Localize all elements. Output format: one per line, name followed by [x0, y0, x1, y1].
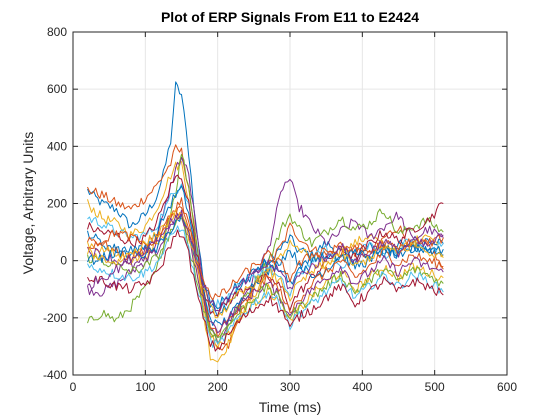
y-axis-label: Voltage, Arbitrary Units — [20, 132, 36, 274]
erp-signal-line — [87, 212, 444, 319]
x-tick-label: 600 — [497, 380, 517, 394]
x-tick-label: 0 — [70, 380, 77, 394]
y-tick-label: 200 — [47, 197, 67, 211]
erp-signal-line — [87, 206, 444, 301]
y-tick-label: -200 — [43, 311, 67, 325]
y-tick-label: 600 — [47, 82, 67, 96]
y-tick-label: 0 — [60, 254, 67, 268]
erp-signal-line — [87, 209, 444, 334]
y-tick-label: -400 — [43, 368, 67, 382]
erp-signal-line — [87, 217, 444, 338]
signal-lines — [87, 81, 444, 363]
x-tick-label: 300 — [280, 380, 300, 394]
erp-signal-line — [87, 213, 444, 312]
chart-title: Plot of ERP Signals From E11 to E2424 — [161, 9, 419, 25]
y-tick-label: 800 — [47, 25, 67, 39]
erp-signal-line — [87, 174, 444, 317]
tick-labels: 0 100 200 300 400 500 600 -400 -200 0 200 400 600 800 — [43, 25, 517, 394]
erp-signal-line — [87, 225, 444, 348]
x-tick-label: 200 — [208, 380, 228, 394]
x-axis-label: Time (ms) — [259, 399, 321, 415]
x-tick-label: 400 — [352, 380, 372, 394]
erp-signal-line — [87, 197, 444, 338]
x-tick-label: 100 — [135, 380, 155, 394]
erp-signal-line — [87, 153, 444, 345]
y-tick-label: 400 — [47, 139, 67, 153]
x-tick-label: 500 — [425, 380, 445, 394]
axes-frame — [72, 31, 508, 376]
erp-signal-line — [87, 229, 444, 352]
